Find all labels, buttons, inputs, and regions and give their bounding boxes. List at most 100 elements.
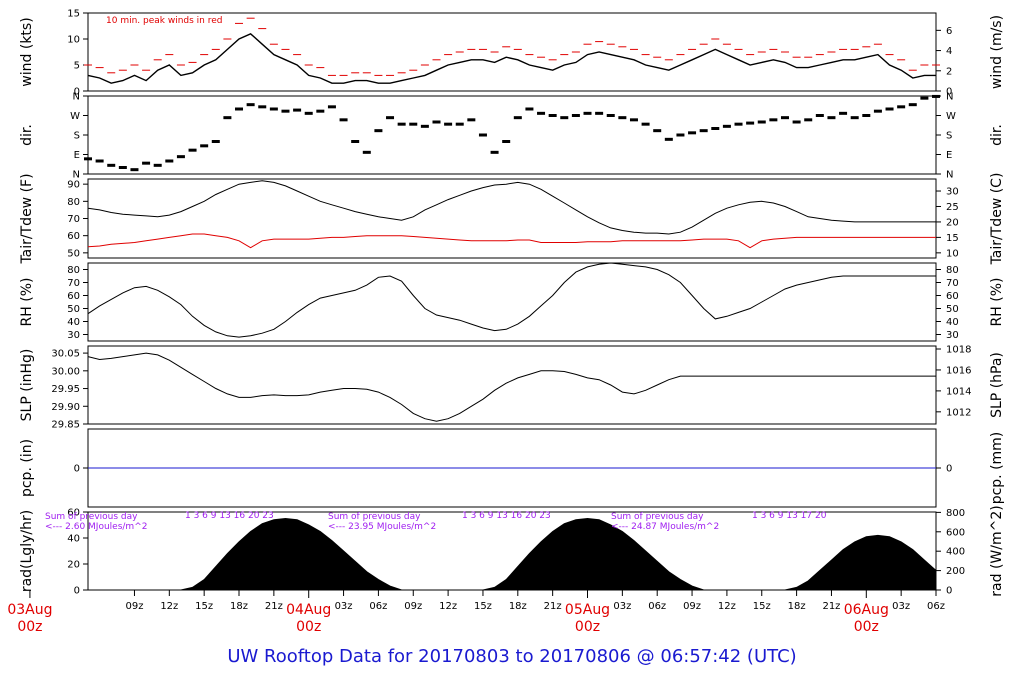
dir-point	[374, 129, 383, 133]
temp-panel-frame	[87, 178, 937, 259]
rad-ytick-label: 20	[67, 560, 80, 571]
precip-ytick-label-right: 0	[946, 464, 952, 475]
rad-ylabel-right: rad (W/m^2)	[989, 505, 1005, 596]
temp-ytick-label-right: 25	[946, 202, 959, 213]
x-tick-label: 15z	[474, 601, 492, 612]
slp-ytick-label: 29.95	[51, 384, 80, 395]
dir-point	[676, 133, 685, 137]
radiation-area	[88, 517, 937, 591]
rh-ytick-label-right: 40	[946, 317, 959, 328]
rad-ytick-label-right: 400	[946, 547, 965, 558]
dir-point	[548, 114, 557, 117]
dir-point	[176, 155, 185, 159]
x-tick-label: 12z	[439, 601, 457, 612]
temp-ytick-label-right: 30	[946, 187, 959, 198]
dir-point	[641, 122, 650, 126]
rh-ylabel: RH (%)	[19, 278, 35, 327]
slp-ylabel: SLP (inHg)	[19, 349, 35, 422]
dir-point	[537, 111, 546, 115]
day-label-zulu: 00z	[17, 619, 42, 635]
wind-ytick-label-right: 4	[946, 46, 952, 57]
rh-ytick-label: 80	[67, 265, 80, 276]
dir-point	[142, 161, 151, 165]
x-tick-label: 15z	[195, 601, 213, 612]
dir-point	[839, 111, 848, 115]
day-label-zulu: 00z	[854, 619, 879, 635]
rad-hour-marks: 1 3 6 9 13 16 20 23	[462, 511, 551, 521]
wind-ylabel: wind (kts)	[19, 17, 35, 86]
rad-sum-label: Sum of previous day	[328, 512, 421, 522]
dir-point	[920, 96, 929, 100]
rad-sum-value: <--- 24.87 MJoules/m^2	[611, 522, 719, 532]
dir-point	[804, 118, 813, 122]
dir-ytick-label: N	[73, 170, 80, 181]
temp-ytick-label: 80	[67, 197, 80, 208]
x-tick-label: 09z	[404, 601, 422, 612]
dir-point	[304, 111, 313, 115]
wind-ytick-label: 15	[67, 9, 80, 20]
dir-point	[664, 137, 673, 141]
x-tick-label: 03z	[335, 601, 353, 612]
dir-point	[525, 107, 534, 111]
dir-point	[281, 109, 290, 113]
dir-point	[583, 111, 592, 115]
dir-point	[84, 157, 92, 161]
dir-point	[118, 166, 127, 169]
rad-ytick-label: 60	[67, 508, 80, 519]
dir-point	[258, 105, 267, 109]
dir-point	[269, 107, 278, 111]
dir-point	[560, 116, 569, 120]
dir-point	[397, 122, 406, 126]
rad-ytick-label-right: 800	[946, 508, 965, 519]
rad-hour-marks: 1 3 6 9 13 17 20	[752, 511, 827, 521]
dir-point	[327, 105, 336, 109]
slp-ytick-label-right: 1014	[946, 386, 971, 397]
rad-sum-value: <--- 23.95 MJoules/m^2	[328, 522, 436, 532]
rad-ytick-label-right: 600	[946, 527, 965, 538]
dir-point	[200, 144, 209, 148]
temp-ytick-label-right: 10	[946, 248, 959, 259]
rh-ytick-label-right: 30	[946, 330, 959, 341]
dir-point	[444, 122, 453, 126]
dir-point	[897, 105, 906, 109]
temp-ytick-label-right: 20	[946, 217, 959, 228]
rh-ytick-label-right: 70	[946, 278, 959, 289]
rh-ylabel-right: RH (%)	[989, 278, 1005, 327]
dir-point	[316, 109, 325, 113]
dir-point	[885, 107, 894, 111]
day-label-zulu: 00z	[296, 619, 321, 635]
wind-panel-frame	[87, 12, 937, 92]
dir-ytick-label-right: W	[946, 111, 956, 122]
dir-point	[618, 116, 627, 120]
wind-ytick-label: 10	[67, 35, 80, 46]
precip-ylabel-right: pcp. (mm)	[989, 432, 1005, 505]
rad-sum-label: Sum of previous day	[45, 512, 138, 522]
dir-point	[467, 118, 476, 122]
x-tick-label: 06z	[369, 601, 387, 612]
dir-point	[386, 116, 395, 120]
dir-point	[734, 122, 743, 126]
x-tick-label: 09z	[683, 601, 701, 612]
temp-ytick-label-right: 15	[946, 233, 959, 244]
dir-point	[653, 129, 662, 133]
x-tick-label: 12z	[718, 601, 736, 612]
dir-point	[455, 122, 464, 126]
dir-point	[827, 116, 836, 120]
dir-ytick-label-right: E	[946, 150, 952, 161]
wind-line	[87, 32, 936, 84]
dir-point	[932, 94, 940, 98]
dir-point	[606, 114, 615, 117]
x-tick-label: 03z	[892, 601, 910, 612]
rh-panel-frame	[87, 262, 937, 342]
dir-point	[153, 163, 162, 167]
slp-ytick-label: 30.00	[51, 366, 80, 377]
x-tick-label: 21z	[822, 601, 840, 612]
x-tick-label: 21z	[265, 601, 283, 612]
dir-point	[95, 159, 104, 163]
rad-sum-value: <--- 2.60 MJoules/m^2	[45, 522, 147, 532]
dir-point	[490, 150, 499, 154]
x-tick-label: 18z	[788, 601, 806, 612]
wind-ytick-label-right: 6	[946, 26, 952, 37]
rh-line	[87, 262, 936, 338]
weather-chart: wind (kts) wind (m/s) 0 5 10 15 0 2 4 6 10 min. pe…	[7, 9, 1005, 636]
